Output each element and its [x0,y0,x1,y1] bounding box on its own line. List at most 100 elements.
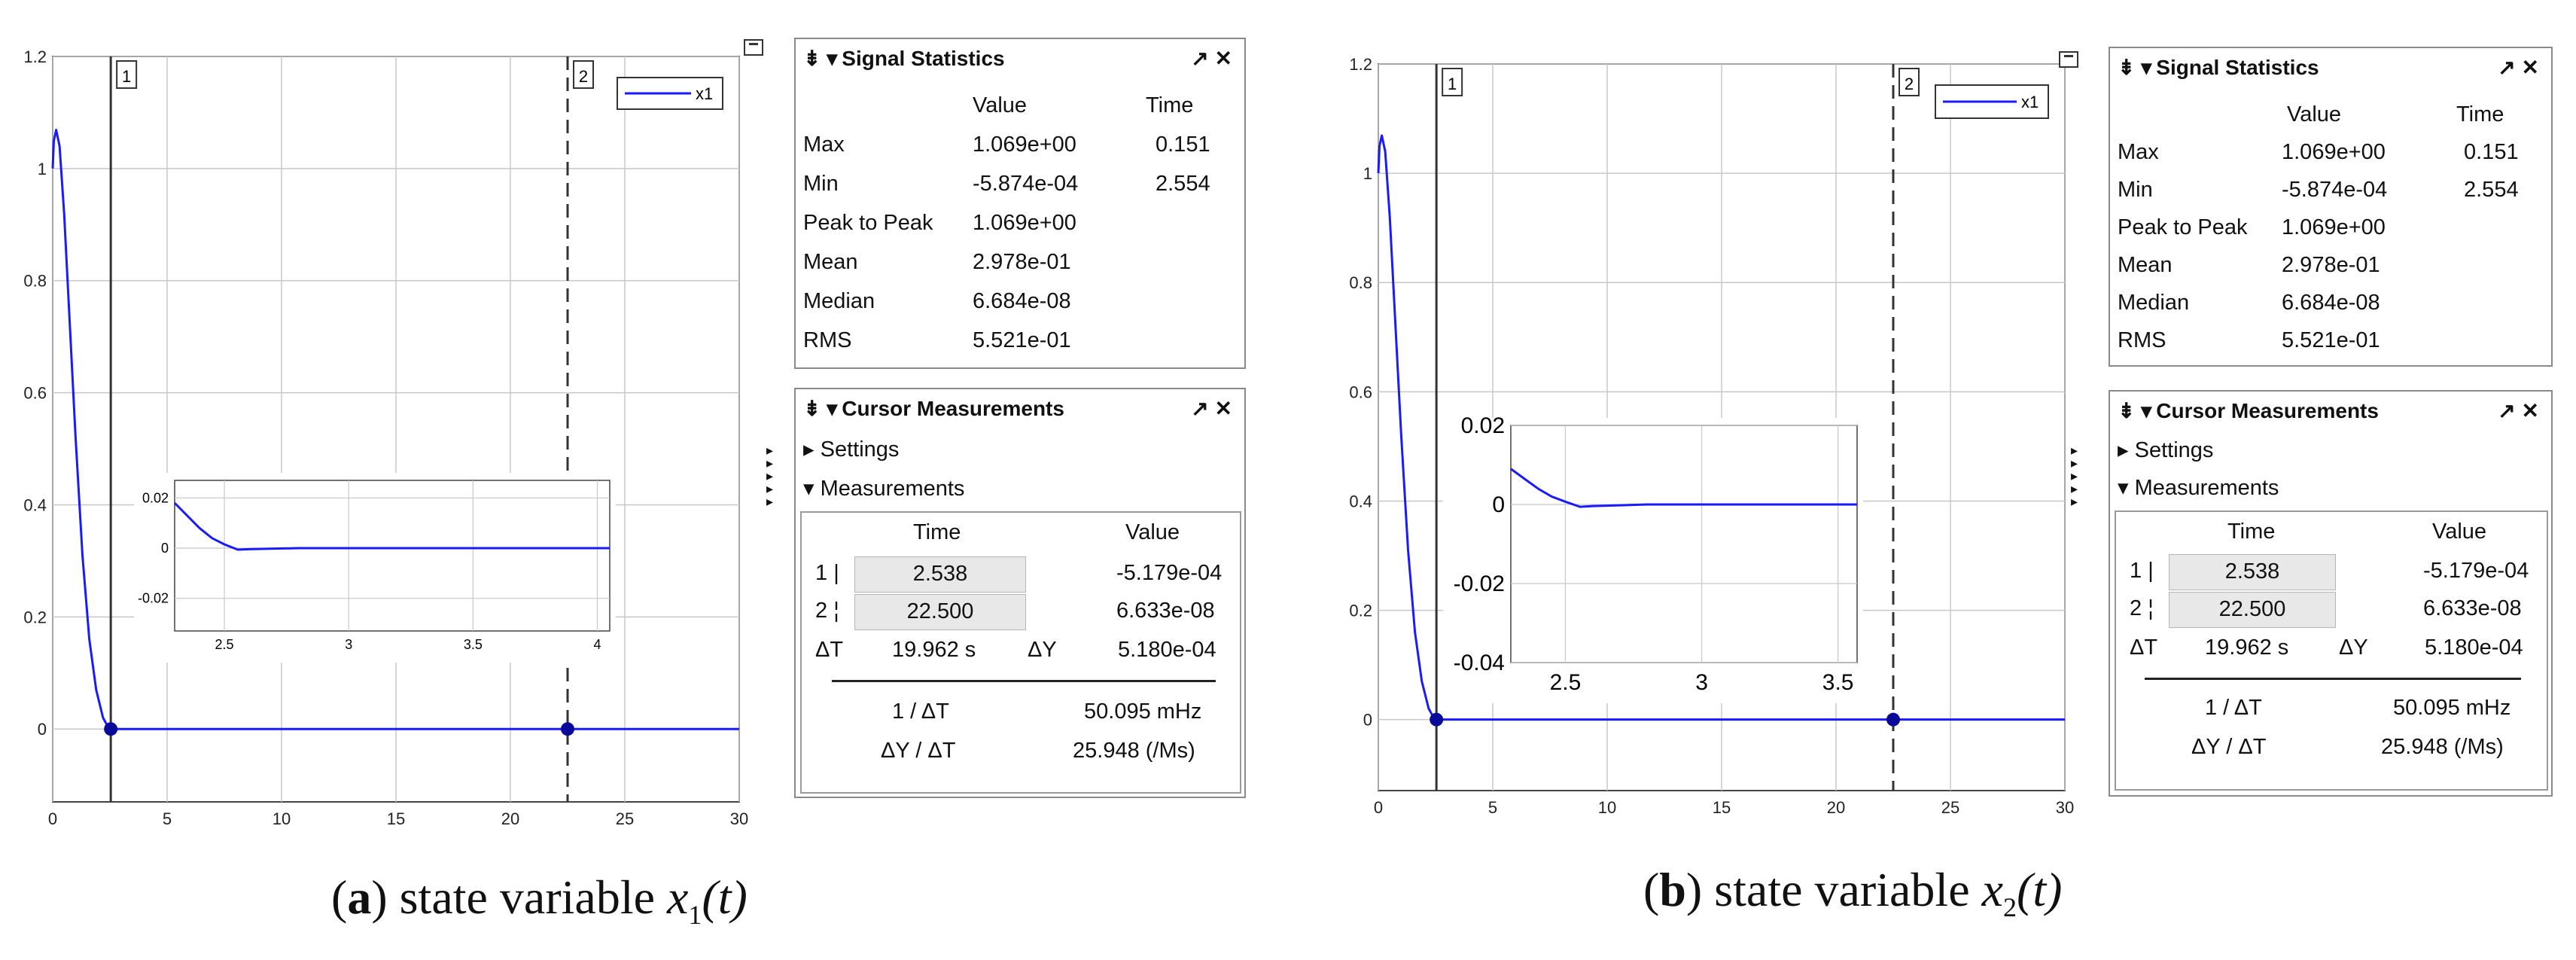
scope-plot-a: 0 5 10 15 20 25 30 0 0.2 0.4 0.6 0.8 1 1.2 1 2 x1 2.5 3 3.5… [0,0,760,828]
y-tick-label: 1 [38,160,47,178]
delta-y-value: 5.180e-04 [1118,638,1216,662]
undock-close-icon[interactable]: ↗ ✕ [2498,399,2539,422]
inset-y-tick-label: 0.02 [1461,413,1505,438]
expand-icon[interactable] [2059,51,2078,68]
slope-label: ΔY / ΔT [881,739,956,763]
panel-b: 0 5 10 15 20 25 30 0 0.2 0.4 0.6 0.8 1 1.2 1 2 x1 2.5 3 3.5… [1288,0,2576,960]
meas-header-value: Value [1125,520,1180,544]
y-tick-label: 1.2 [1349,55,1372,74]
cursor-1-value: -5.179e-04 [1116,561,1223,585]
stats-header-time: Time [2456,102,2504,126]
series-line-x1 [51,129,739,730]
cursor-1-time-field[interactable]: 2.538 [2169,554,2336,590]
undock-close-icon[interactable]: ↗ ✕ [1191,47,1232,70]
panel-title: Cursor Measurements [842,397,1064,420]
meas-header-time: Time [2227,520,2276,544]
measurements-table: Time Value 1 | 2.538 -5.179e-04 2 ¦ 22.5… [800,511,1241,794]
inset-y-tick-label: -0.02 [1454,571,1505,596]
inset-x-tick-label: 3.5 [464,637,483,652]
stats-header-time: Time [1146,93,1194,117]
cursor-2-time-field[interactable]: 22.500 [2169,592,2336,628]
y-tick-label: 1.2 [23,47,47,66]
delta-t-value: 19.962 s [892,638,976,662]
cursor-marker-2 [561,722,574,736]
panel-title: Signal Statistics [842,47,1005,70]
y-tick-label: 0 [38,720,47,739]
y-tick-label: 0 [1363,711,1372,730]
settings-toggle[interactable]: ▸ Settings [803,437,900,462]
measurements-toggle[interactable]: ▾ Measurements [2118,476,2279,500]
y-tick-label: 0.4 [1349,492,1372,510]
inset-x-tick-label: 3 [345,637,352,652]
x-tick-label: 0 [48,809,57,828]
inset-y-tick-label: 0 [161,541,169,556]
cursor-1-time-field[interactable]: 2.538 [854,556,1026,593]
panel-dock-icon[interactable]: ▸ ▸ ▸ ▸ ▸ [766,443,774,509]
settings-toggle[interactable]: ▸ Settings [2118,438,2214,462]
y-tick-label: 0.2 [1349,602,1372,620]
inset-plot-area [1510,425,1858,663]
x-tick-label: 25 [616,809,634,828]
x-tick-label: 20 [501,809,519,828]
undock-close-icon[interactable]: ↗ ✕ [1191,397,1232,420]
stats-header-value: Value [973,93,1028,117]
cursor-1-value: -5.179e-04 [2423,559,2529,583]
inverse-dt-value: 50.095 mHz [2393,696,2511,720]
inset-y-tick-label: -0.02 [138,591,169,606]
cursor-2-time-field[interactable]: 22.500 [854,594,1026,630]
cursor-tag-box-2 [1899,68,1920,96]
stats-header-value: Value [2287,102,2342,126]
delta-y-label: ΔY [2339,635,2368,660]
signal-statistics-panel: ⇟ ▾ Signal Statistics ↗ ✕ Value Time Max 1… [794,38,1246,369]
scope-plot-svg-b: 0 5 10 15 20 25 30 0 0.2 0.4 0.6 0.8 1 1.2 1 2 x1 2.5 3 3.5… [1349,55,2074,817]
x-tick-label: 30 [730,809,748,828]
cursor-tag-box-1 [1442,68,1463,96]
inset-series-line [173,501,610,551]
panel-header: ⇟ ▾ Signal Statistics ↗ ✕ [803,44,1237,74]
delta-t-label: ΔT [815,638,844,662]
measurements-toggle[interactable]: ▾ Measurements [803,477,965,501]
divider [2145,678,2521,680]
cursor-marker-2 [1886,712,1900,727]
collapse-icon[interactable]: ⇟ ▾ [2118,56,2152,79]
caption-a: (a) state variable x1(t) [331,870,748,930]
y-tick-label: 1 [1363,164,1372,183]
caption-b: (b) state variable x2(t) [1643,863,2063,922]
cursor-measurements-panel: ⇟ ▾ Cursor Measurements ↗ ✕ ▸ Settings ▾ … [794,388,1246,798]
cursor-2-value: 6.633e-08 [2423,596,2522,620]
cursor-1-label: 1 | [2130,559,2154,583]
panel-title: Cursor Measurements [2156,399,2379,422]
legend-label: x1 [696,84,713,103]
x-tick-label: 5 [163,809,172,828]
legend-label: x1 [2021,93,2039,111]
cursor-2-label: 2 ¦ [815,599,839,623]
collapse-icon[interactable]: ⇟ ▾ [2118,399,2152,422]
cursor-measurements-panel: ⇟ ▾ Cursor Measurements ↗ ✕ ▸ Settings ▾ … [2109,390,2553,797]
meas-header-time: Time [913,520,961,544]
x-tick-label: 15 [387,809,405,828]
divider [832,680,1216,682]
x-tick-label: 10 [273,809,291,828]
x-tick-label: 15 [1713,798,1731,817]
scope-plot-b: 0 5 10 15 20 25 30 0 0.2 0.4 0.6 0.8 1 1.2 1 2 x1 2.5 3 3.5… [1324,0,2084,821]
expand-icon[interactable] [744,39,763,56]
collapse-icon[interactable]: ⇟ ▾ [803,397,838,420]
slope-label: ΔY / ΔT [2191,735,2267,759]
inset-y-tick-label: 0.02 [142,490,169,505]
cursor-2-value: 6.633e-08 [1116,599,1215,623]
y-tick-label: 0.8 [1349,273,1372,292]
inset-y-tick-label: 0 [1492,492,1505,517]
cursor-tag-1: 1 [1448,75,1457,93]
panel-dock-icon[interactable]: ▸ ▸ ▸ ▸ ▸ [2071,443,2078,509]
cursor-tag-2: 2 [1905,75,1914,93]
undock-close-icon[interactable]: ↗ ✕ [2498,56,2539,79]
collapse-icon[interactable]: ⇟ ▾ [803,47,838,70]
delta-t-value: 19.962 s [2205,635,2289,660]
slope-value: 25.948 (/Ms) [2381,735,2504,759]
y-tick-label: 0.6 [23,384,47,403]
x-tick-label: 25 [1941,798,1959,817]
y-tick-label: 0.6 [1349,382,1372,401]
cursor-1-label: 1 | [815,561,839,585]
panel-header: ⇟ ▾ Cursor Measurements ↗ ✕ [803,394,1237,424]
inset-x-tick-label: 2.5 [215,637,234,652]
